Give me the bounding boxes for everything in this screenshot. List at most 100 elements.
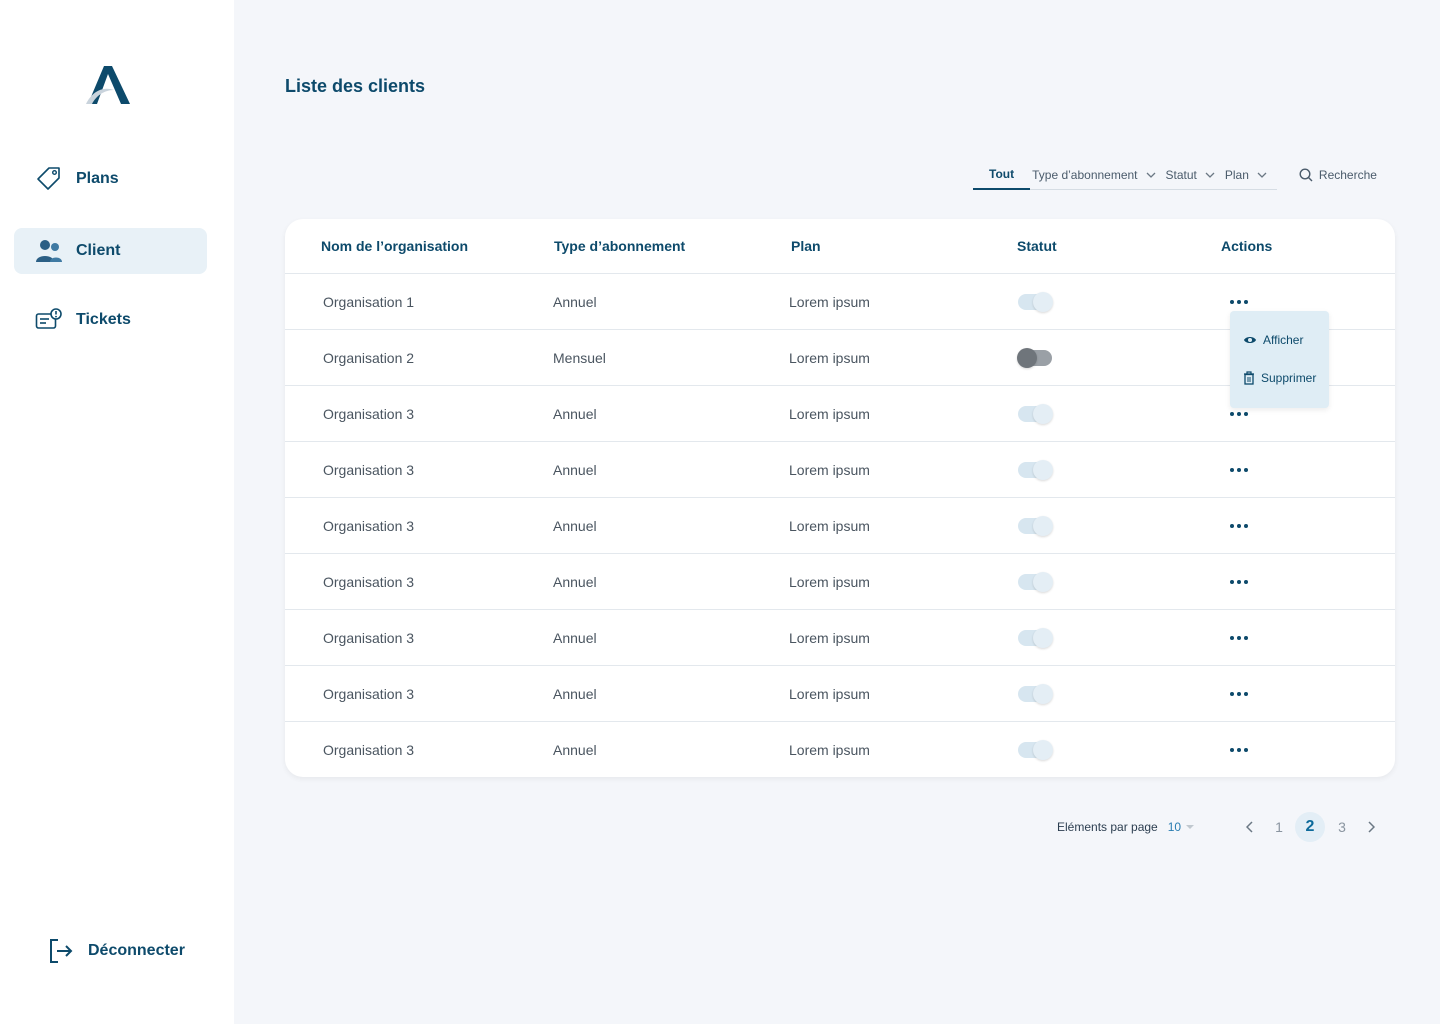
- subscription-type: Annuel: [553, 293, 597, 310]
- more-actions-icon[interactable]: [1230, 300, 1248, 304]
- menu-label: Afficher: [1263, 333, 1304, 347]
- status-toggle[interactable]: [1018, 460, 1053, 480]
- menu-delete-item[interactable]: Supprimer: [1243, 371, 1316, 385]
- status-toggle[interactable]: [1017, 348, 1052, 368]
- sidebar: Plans Client Tickets Déconnecter: [0, 0, 234, 1024]
- dot: [1237, 748, 1241, 752]
- table-row: Organisation 3 Annuel Lorem ipsum: [285, 442, 1395, 498]
- eye-icon: [1244, 337, 1256, 343]
- subscription-type: Annuel: [553, 461, 597, 478]
- table-row: Organisation 3 Annuel Lorem ipsum: [285, 666, 1395, 722]
- more-actions-icon[interactable]: [1230, 580, 1248, 584]
- sidebar-item-label: Plans: [76, 170, 119, 187]
- plan-name: Lorem ipsum: [789, 573, 870, 590]
- more-actions-icon[interactable]: [1230, 636, 1248, 640]
- trash-icon: [1244, 371, 1254, 385]
- page-3-button[interactable]: 3: [1338, 819, 1346, 835]
- filter-subscription-dropdown[interactable]: Type d’abonnement: [1030, 160, 1166, 190]
- per-page-label: Eléments par page: [1057, 820, 1158, 834]
- users-icon: [34, 236, 64, 266]
- organisation-name: Organisation 2: [323, 349, 415, 366]
- sidebar-item-label: Tickets: [76, 311, 131, 328]
- tag-icon: [34, 164, 64, 194]
- page-1-button[interactable]: 1: [1275, 819, 1283, 835]
- table-row: Organisation 3 Annuel Lorem ipsum: [285, 610, 1395, 666]
- search-label: Recherche: [1318, 168, 1377, 182]
- status-toggle[interactable]: [1018, 292, 1053, 312]
- organisation-name: Organisation 1: [323, 293, 415, 310]
- status-toggle[interactable]: [1018, 404, 1053, 424]
- sidebar-item-client[interactable]: Client: [14, 228, 207, 274]
- toggle-knob: [1033, 628, 1053, 648]
- more-actions-icon[interactable]: [1230, 524, 1248, 528]
- dot: [1244, 524, 1248, 528]
- sidebar-item-plans[interactable]: Plans: [14, 156, 207, 202]
- more-actions-icon[interactable]: [1230, 468, 1248, 472]
- chevron-down-icon: [1146, 172, 1155, 178]
- dot: [1244, 580, 1248, 584]
- header-status: Statut: [1017, 238, 1057, 254]
- per-page-select[interactable]: 10: [1168, 820, 1195, 834]
- per-page-value: 10: [1167, 820, 1182, 834]
- table-row: Organisation 3 Annuel Lorem ipsum: [285, 386, 1395, 442]
- dot: [1230, 748, 1234, 752]
- dot: [1230, 524, 1234, 528]
- sidebar-item-label: Client: [76, 242, 121, 259]
- plan-name: Lorem ipsum: [789, 461, 870, 478]
- toggle-knob: [1017, 348, 1037, 368]
- filter-plan-dropdown[interactable]: Plan: [1224, 160, 1277, 190]
- dot: [1230, 300, 1234, 304]
- page-2-button[interactable]: 2: [1295, 812, 1325, 842]
- sidebar-item-tickets[interactable]: Tickets: [14, 297, 207, 343]
- logout-button[interactable]: Déconnecter: [48, 936, 185, 966]
- next-page-button[interactable]: [1364, 812, 1378, 842]
- status-toggle[interactable]: [1018, 516, 1053, 536]
- dot: [1237, 580, 1241, 584]
- prev-page-button[interactable]: [1243, 812, 1257, 842]
- subscription-type: Annuel: [553, 573, 597, 590]
- filter-status-dropdown[interactable]: Statut: [1165, 160, 1225, 190]
- menu-view-item[interactable]: Afficher: [1243, 333, 1303, 347]
- caret-down-icon: [1186, 825, 1195, 829]
- more-actions-icon[interactable]: [1230, 412, 1248, 416]
- dot: [1244, 468, 1248, 472]
- more-actions-icon[interactable]: [1230, 748, 1248, 752]
- dot: [1237, 524, 1241, 528]
- dot: [1237, 412, 1241, 416]
- status-toggle[interactable]: [1018, 628, 1053, 648]
- more-actions-icon[interactable]: [1230, 692, 1248, 696]
- filter-all-tab[interactable]: Tout: [973, 160, 1031, 190]
- logout-icon: [48, 936, 76, 966]
- table-row: Organisation 3 Annuel Lorem ipsum: [285, 554, 1395, 610]
- header-actions: Actions: [1221, 238, 1273, 254]
- table-row: Organisation 3 Annuel Lorem ipsum: [285, 722, 1395, 777]
- toggle-knob: [1033, 292, 1053, 312]
- dot: [1230, 636, 1234, 640]
- dot: [1237, 692, 1241, 696]
- chevron-right-icon: [1368, 821, 1375, 833]
- subscription-type: Mensuel: [553, 349, 606, 366]
- menu-label: Supprimer: [1261, 371, 1317, 385]
- organisation-name: Organisation 3: [323, 405, 415, 422]
- logout-label: Déconnecter: [88, 942, 185, 959]
- table-row: Organisation 2 Mensuel Lorem ipsum: [285, 330, 1395, 386]
- table-body: Organisation 1 Annuel Lorem ipsum Organisat…: [285, 274, 1395, 777]
- toggle-knob: [1033, 572, 1053, 592]
- organisation-name: Organisation 3: [323, 573, 415, 590]
- dot: [1244, 748, 1248, 752]
- status-toggle[interactable]: [1018, 740, 1053, 760]
- plan-name: Lorem ipsum: [789, 685, 870, 702]
- status-toggle[interactable]: [1018, 572, 1053, 592]
- dot: [1230, 692, 1234, 696]
- organisation-name: Organisation 3: [323, 629, 415, 646]
- organisation-name: Organisation 3: [323, 742, 415, 758]
- status-toggle[interactable]: [1018, 684, 1053, 704]
- table-row: Organisation 3 Annuel Lorem ipsum: [285, 498, 1395, 554]
- chevron-down-icon: [1257, 172, 1267, 178]
- organisation-name: Organisation 3: [323, 517, 415, 534]
- table-row: Organisation 1 Annuel Lorem ipsum: [285, 274, 1395, 330]
- toggle-knob: [1033, 516, 1053, 536]
- dot: [1230, 468, 1234, 472]
- search-button[interactable]: Recherche: [1299, 168, 1377, 182]
- search-icon: [1299, 168, 1313, 182]
